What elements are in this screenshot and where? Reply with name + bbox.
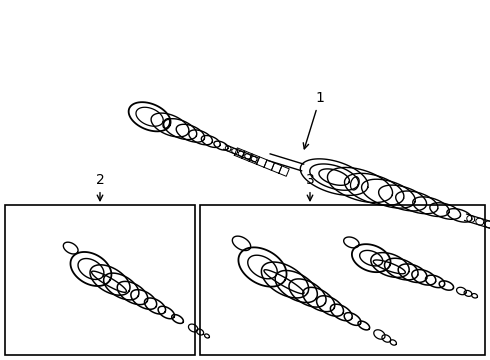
Text: 1: 1 [303,91,324,149]
Bar [200,205,485,355]
Text: 3: 3 [306,173,315,201]
Bar [5,205,195,355]
Text: 2: 2 [96,173,104,201]
